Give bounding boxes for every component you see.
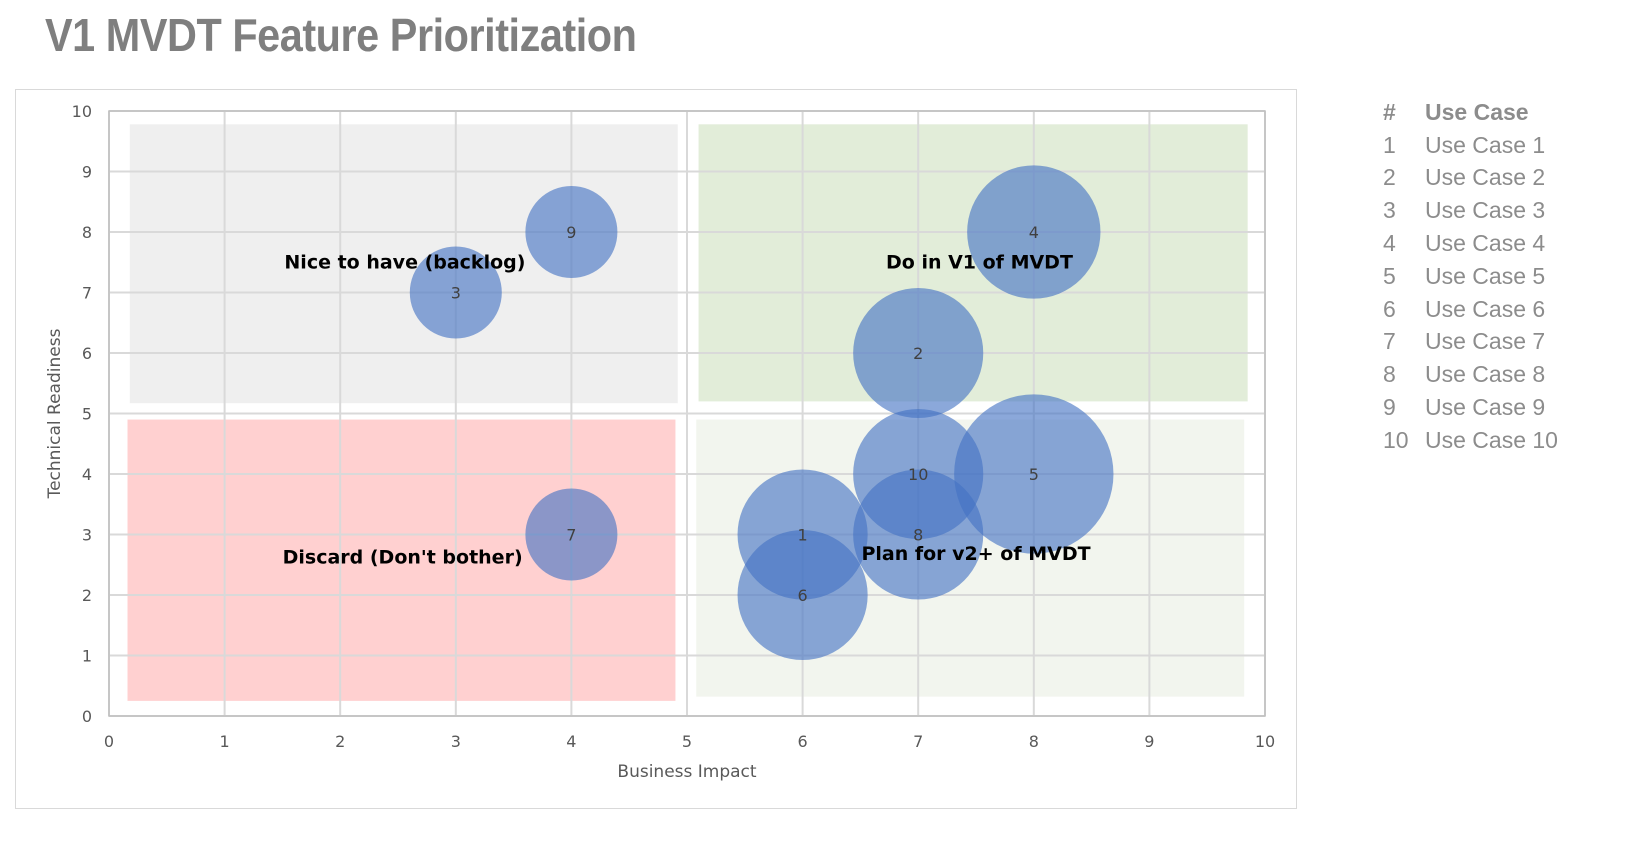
- y-tick-label: 5: [82, 405, 92, 424]
- x-tick-label: 8: [1029, 732, 1039, 751]
- y-tick-label: 7: [82, 284, 92, 303]
- x-tick-label: 6: [798, 732, 808, 751]
- legend-num: 5: [1383, 262, 1396, 289]
- y-tick-label: 8: [82, 223, 92, 242]
- legend-row: 5 Use Case 5: [1383, 260, 1558, 293]
- x-tick-label: 3: [451, 732, 461, 751]
- y-tick-label: 3: [82, 526, 92, 545]
- bubble-label: 4: [1029, 223, 1039, 242]
- legend-name: Use Case 10: [1425, 426, 1558, 453]
- legend-num: 10: [1383, 426, 1409, 453]
- x-tick-label: 9: [1144, 732, 1154, 751]
- y-tick-label: 9: [82, 163, 92, 182]
- legend-name: Use Case 9: [1425, 394, 1546, 421]
- legend-row: 7 Use Case 7: [1383, 326, 1558, 359]
- bubble-label: 5: [1029, 465, 1039, 484]
- legend-num: 1: [1383, 131, 1396, 158]
- page-title: V1 MVDT Feature Prioritization: [45, 9, 637, 61]
- legend-name: Use Case 6: [1425, 295, 1546, 322]
- region-label: Do in V1 of MVDT: [886, 251, 1073, 273]
- bubble-9: [525, 186, 618, 278]
- bubble-label: 6: [798, 586, 808, 605]
- legend-header-name: Use Case: [1425, 98, 1529, 125]
- legend-name: Use Case 8: [1425, 361, 1546, 388]
- bubble-2: [853, 287, 984, 419]
- y-tick-label: 6: [82, 344, 92, 363]
- y-tick-label: 10: [72, 102, 92, 121]
- x-tick-label: 2: [335, 732, 345, 751]
- y-tick-label: 0: [82, 707, 92, 726]
- legend-row: 6 Use Case 6: [1383, 293, 1558, 326]
- bubble-5: [954, 394, 1114, 554]
- x-tick-label: 5: [682, 732, 692, 751]
- bubble-4: [967, 165, 1101, 299]
- legend-header-num: #: [1383, 98, 1396, 125]
- bubble-label: 2: [913, 344, 923, 363]
- x-tick-label: 4: [566, 732, 576, 751]
- region-label: Nice to have (backlog): [284, 251, 525, 273]
- chart-frame: [15, 89, 1297, 809]
- legend-num: 6: [1383, 295, 1396, 322]
- x-tick-label: 7: [913, 732, 923, 751]
- legend-name: Use Case 1: [1425, 131, 1546, 158]
- bubble-label: 3: [451, 284, 461, 303]
- legend-row: 1 Use Case 1: [1383, 129, 1558, 162]
- bubble-10: [853, 408, 984, 540]
- region-label: Plan for v2+ of MVDT: [861, 543, 1090, 565]
- legend-num: 2: [1383, 164, 1396, 191]
- legend-row: 3 Use Case 3: [1383, 194, 1558, 227]
- plot-area: [108, 110, 1266, 717]
- x-tick-label: 1: [220, 732, 230, 751]
- y-tick-label: 4: [82, 465, 92, 484]
- bubble-label: 8: [913, 526, 923, 545]
- x-tick-label: 10: [1255, 732, 1275, 751]
- y-axis-label: Technical Readiness: [45, 328, 65, 499]
- legend-row: 2 Use Case 2: [1383, 162, 1558, 195]
- bubble-6: [737, 529, 868, 661]
- legend-name: Use Case 5: [1425, 262, 1546, 289]
- bubble-3: [409, 246, 502, 339]
- legend-num: 7: [1383, 328, 1396, 355]
- legend-num: 9: [1383, 394, 1396, 421]
- bubble-label: 9: [566, 223, 576, 242]
- region-label: Discard (Don't bother): [283, 547, 523, 569]
- x-axis-label: Business Impact: [617, 762, 756, 782]
- legend-row: 10 Use Case 10: [1383, 424, 1558, 457]
- y-tick-label: 1: [82, 647, 92, 666]
- bubble-label: 7: [566, 526, 576, 545]
- bubble-7: [525, 488, 618, 581]
- legend-num: 3: [1383, 197, 1396, 224]
- legend-row: 4 Use Case 4: [1383, 227, 1558, 260]
- legend-name: Use Case 7: [1425, 328, 1546, 355]
- legend-num: 4: [1383, 230, 1396, 257]
- legend-name: Use Case 2: [1425, 164, 1546, 191]
- legend-num: 8: [1383, 361, 1396, 388]
- bubble-label: 1: [798, 526, 808, 545]
- legend-row: 9 Use Case 9: [1383, 391, 1558, 424]
- legend-header: # Use Case: [1383, 96, 1558, 129]
- y-tick-label: 2: [82, 586, 92, 605]
- legend-name: Use Case 4: [1425, 230, 1546, 257]
- legend-name: Use Case 3: [1425, 197, 1546, 224]
- bubble-label: 10: [908, 465, 928, 484]
- legend-row: 8 Use Case 8: [1383, 358, 1558, 391]
- use-case-legend: # Use Case 1 Use Case 1 2 Use Case 2 3 Use Ca…: [1383, 96, 1558, 457]
- x-tick-label: 0: [104, 732, 114, 751]
